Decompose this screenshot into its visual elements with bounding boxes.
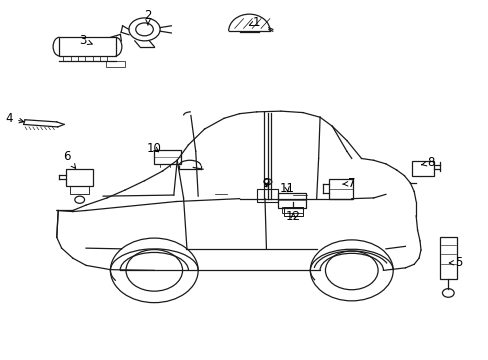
Bar bbox=[439, 237, 456, 279]
Text: 2: 2 bbox=[144, 9, 151, 25]
Text: 10: 10 bbox=[146, 142, 162, 155]
Bar bbox=[60, 37, 115, 56]
Bar bbox=[283, 207, 303, 216]
Bar bbox=[70, 186, 89, 194]
Bar bbox=[105, 61, 125, 67]
Text: 1: 1 bbox=[249, 16, 260, 29]
Bar bbox=[411, 161, 433, 176]
Text: 8: 8 bbox=[421, 156, 433, 169]
Bar bbox=[257, 189, 277, 202]
Text: 9: 9 bbox=[262, 177, 270, 190]
Bar bbox=[277, 193, 305, 208]
Text: 3: 3 bbox=[79, 33, 92, 47]
Text: 4: 4 bbox=[6, 112, 24, 125]
Bar bbox=[281, 207, 303, 213]
Text: 5: 5 bbox=[448, 256, 462, 269]
Text: 11: 11 bbox=[279, 183, 294, 195]
Bar bbox=[154, 150, 180, 164]
Bar bbox=[66, 169, 93, 186]
Bar bbox=[328, 179, 352, 199]
Text: 12: 12 bbox=[285, 210, 300, 223]
Text: 6: 6 bbox=[62, 150, 76, 168]
Text: 7: 7 bbox=[342, 177, 355, 190]
